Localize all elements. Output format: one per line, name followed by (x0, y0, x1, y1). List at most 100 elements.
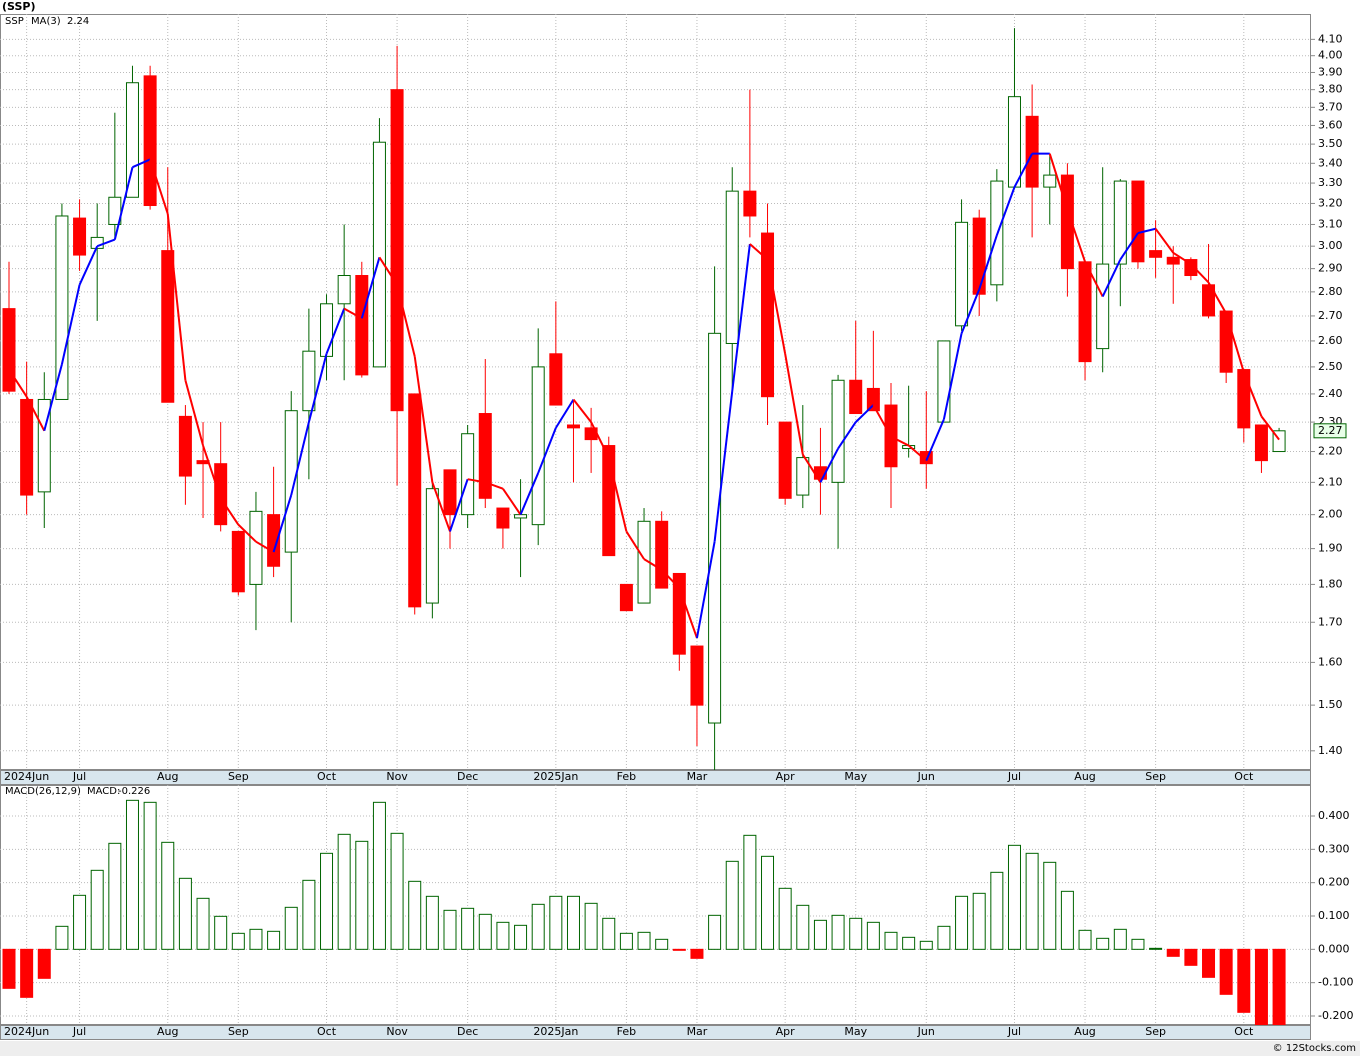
x-tick-label: Oct (1234, 770, 1254, 783)
macd-bar (320, 852, 334, 950)
y-tick-label: 2.40 (1318, 387, 1343, 400)
macd-bar (1131, 938, 1145, 950)
x-tick-label: Jul (72, 770, 86, 783)
macd-bar (1113, 928, 1127, 950)
ma-segment (360, 257, 381, 319)
macd-bar (1219, 948, 1233, 995)
candle-body (619, 583, 633, 612)
candle-body (478, 413, 492, 499)
macd-bar (178, 877, 192, 950)
macd-bar (937, 925, 951, 950)
y-tick-label: 2.50 (1318, 360, 1343, 373)
y-tick-label: 2.10 (1318, 475, 1343, 488)
ma-segment (1190, 263, 1210, 284)
macd-bar (390, 832, 404, 950)
ma-segment (413, 356, 434, 483)
macd-bar (690, 948, 704, 959)
y-tick-label: 4.10 (1318, 32, 1343, 45)
macd-bar (55, 925, 69, 950)
macd-bar (161, 841, 175, 950)
ma-segment (431, 482, 451, 532)
ma-segment (837, 421, 857, 450)
x-tick-label: 2025Jan (533, 1025, 578, 1038)
macd-bar (972, 892, 986, 950)
ma-segment (1119, 232, 1139, 261)
macd-bar (302, 879, 316, 950)
candle-body (143, 75, 157, 207)
y-tick-label: 3.10 (1318, 217, 1343, 230)
macd-bar (1096, 937, 1110, 950)
candle-body (355, 275, 369, 376)
footer-band (0, 1041, 1360, 1056)
candle-body (1184, 259, 1198, 277)
candle-body (1096, 263, 1110, 350)
x-tick-label: Jun (917, 1025, 935, 1038)
candle-body (302, 350, 316, 412)
x-tick-label: Jun (917, 770, 935, 783)
candle-body (743, 190, 757, 217)
x-tick-label: Aug (1074, 770, 1095, 783)
ma-segment (219, 497, 240, 526)
y-tick-label: -0.200 (1318, 1009, 1353, 1022)
macd-bar (249, 928, 263, 950)
macd-bar (761, 855, 775, 950)
y-tick-label: 0.000 (1318, 942, 1350, 955)
macd-bar (496, 921, 510, 950)
macd-bar (1184, 948, 1198, 966)
ma-segment (1242, 371, 1263, 417)
candle-body (214, 463, 228, 526)
x-tick-label: Oct (317, 1025, 337, 1038)
macd-bar (743, 834, 757, 950)
macd-bar (831, 914, 845, 950)
candle-body (320, 303, 334, 357)
candle-body (725, 190, 739, 344)
macd-bar (372, 801, 386, 950)
ma-segment (607, 457, 628, 532)
ma-segment (1260, 415, 1280, 441)
ma-segment (96, 238, 116, 248)
macd-bar (672, 948, 686, 951)
x-tick-label: Apr (776, 1025, 796, 1038)
ma-segment (1066, 209, 1086, 263)
macd-bar (1272, 948, 1286, 1025)
candle-body (831, 379, 845, 483)
ma-segment (695, 541, 716, 639)
y-tick-label: 3.50 (1318, 137, 1343, 150)
candle-body (408, 393, 422, 608)
x-tick-label: May (844, 770, 867, 783)
y-tick-label: 1.50 (1318, 698, 1343, 711)
macd-bar (566, 895, 580, 950)
y-tick-label: 1.70 (1318, 615, 1343, 628)
candle-body (602, 445, 616, 557)
x-tick-label: 2024Jun (4, 1025, 49, 1038)
x-tick-label: Feb (617, 770, 636, 783)
ma-segment (890, 435, 910, 447)
ma-segment (343, 307, 363, 320)
ma-segment (1154, 228, 1175, 254)
candle-body (73, 217, 87, 256)
ma-segment (519, 472, 540, 516)
x-tick-label: Sep (228, 770, 249, 783)
ma-segment (272, 494, 293, 553)
last-price-label: 2.27 (1318, 424, 1343, 437)
y-tick-label: 2.00 (1318, 508, 1343, 521)
last-price-box (1313, 423, 1347, 439)
macd-bar (990, 871, 1004, 950)
ma-segment (166, 213, 187, 381)
y-tick-label: 1.90 (1318, 542, 1343, 555)
ma-segment (784, 353, 804, 455)
axes: 1.401.501.601.701.801.902.002.102.202.30… (4, 16, 1353, 1038)
date-band (0, 770, 1311, 785)
y-tick-label: 1.80 (1318, 577, 1343, 590)
ma-segment (237, 523, 257, 543)
candle-body (1219, 310, 1233, 373)
ma-segment (202, 445, 222, 499)
y-tick-label: 0.100 (1318, 909, 1350, 922)
macd-bar (1237, 948, 1251, 1013)
candle-body (1149, 250, 1163, 258)
ma-segment (749, 243, 769, 261)
candle-body (972, 217, 986, 295)
candle-body (390, 89, 404, 412)
macd-bar (619, 932, 633, 950)
candle-body (690, 645, 704, 706)
